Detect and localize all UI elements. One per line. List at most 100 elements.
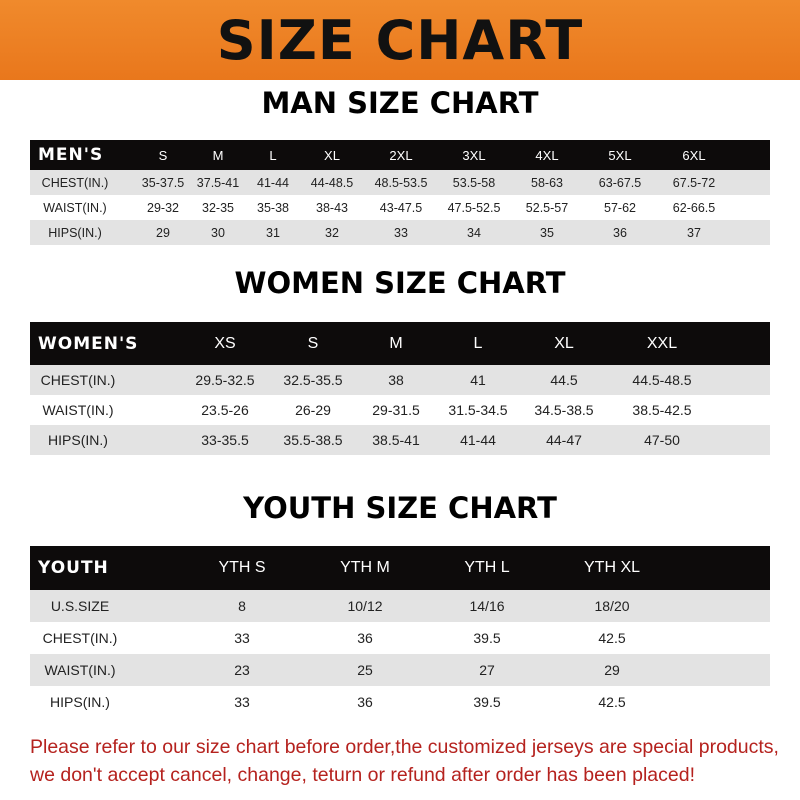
measurement-value: 41-44 xyxy=(460,432,496,448)
table-row: U.S.SIZE 8 10/12 14/16 18/20 xyxy=(30,590,770,622)
youth-subtitle: YOUTH SIZE CHART xyxy=(243,491,557,525)
size-header-cell: YTH S xyxy=(218,559,266,576)
measurement-value: 26-29 xyxy=(295,402,331,418)
measurement-value: 36 xyxy=(357,630,373,646)
measurement-value: 38.5-42.5 xyxy=(632,402,692,418)
size-header-cell: 5XL xyxy=(608,147,632,163)
size-header-cell: XXL xyxy=(646,334,678,352)
table-row: WAIST(IN.) 23 25 27 29 xyxy=(30,654,770,686)
measurement-label: HIPS(IN.) xyxy=(50,694,110,710)
measurement-value: 38.5-41 xyxy=(372,432,420,448)
measurement-value: 63-67.5 xyxy=(598,175,642,190)
measurement-value: 42.5 xyxy=(598,630,626,646)
measurement-value: 44.5-48.5 xyxy=(632,372,692,388)
measurement-value: 34 xyxy=(467,225,481,240)
men-subtitle: MAN SIZE CHART xyxy=(261,86,539,120)
measurement-label: CHEST(IN.) xyxy=(42,630,118,646)
measurement-label: WAIST(IN.) xyxy=(42,402,114,418)
measurement-value: 33 xyxy=(234,630,250,646)
measurement-value: 48.5-53.5 xyxy=(374,175,428,190)
measurement-value: 36 xyxy=(613,225,627,240)
measurement-value: 47.5-52.5 xyxy=(447,200,501,215)
size-header-cell: 2XL xyxy=(389,147,413,163)
measurement-value: 52.5-57 xyxy=(525,200,569,215)
measurement-value: 31.5-34.5 xyxy=(448,402,508,418)
measurement-value: 47-50 xyxy=(644,432,680,448)
measurement-value: 42.5 xyxy=(598,694,626,710)
measurement-label: U.S.SIZE xyxy=(50,598,110,614)
measurement-value: 67.5-72 xyxy=(672,175,716,190)
measurement-value: 32-35 xyxy=(202,200,234,215)
measurement-label: WAIST(IN.) xyxy=(44,662,116,678)
measurement-value: 8 xyxy=(238,598,246,614)
measurement-value: 62-66.5 xyxy=(672,200,716,215)
measurement-value: 35-38 xyxy=(257,200,289,215)
size-header-cell: M xyxy=(212,147,224,163)
measurement-value: 32.5-35.5 xyxy=(283,372,343,388)
table-title-cell: YOUTH xyxy=(38,558,109,578)
title-banner: SIZE CHART xyxy=(0,0,800,80)
measurement-value: 37 xyxy=(687,225,701,240)
size-header-cell: XL xyxy=(554,334,574,352)
measurement-label: CHEST(IN.) xyxy=(41,175,109,190)
measurement-value: 35 xyxy=(540,225,554,240)
measurement-value: 25 xyxy=(357,662,373,678)
measurement-value: 29 xyxy=(156,225,170,240)
measurement-value: 38 xyxy=(388,372,404,388)
measurement-value: 58-63 xyxy=(531,175,563,190)
measurement-value: 41 xyxy=(470,372,486,388)
measurement-value: 34.5-38.5 xyxy=(534,402,594,418)
measurement-value: 35-37.5 xyxy=(141,175,185,190)
measurement-value: 29-31.5 xyxy=(372,402,420,418)
measurement-value: 18/20 xyxy=(594,598,630,614)
measurement-value: 35.5-38.5 xyxy=(283,432,343,448)
page-title: SIZE CHART xyxy=(216,8,584,72)
measurement-value: 29.5-32.5 xyxy=(195,372,255,388)
size-header-cell: XL xyxy=(324,147,340,163)
measurement-value: 44.5 xyxy=(550,372,578,388)
measurement-label: WAIST(IN.) xyxy=(43,200,107,215)
size-header-cell: YTH L xyxy=(464,559,510,576)
table-header-row: WOMEN'S XS S M L XL XXL xyxy=(30,322,770,365)
table-row: WAIST(IN.) 23.5-26 26-29 29-31.5 31.5-34.5 34… xyxy=(30,395,770,425)
measurement-value: 33-35.5 xyxy=(201,432,249,448)
table-row: HIPS(IN.) 33-35.5 35.5-38.5 38.5-41 41-44 44-… xyxy=(30,425,770,455)
measurement-value: 27 xyxy=(479,662,495,678)
table-header-row: MEN'S S M L XL 2XL 3XL 4XL 5XL 6XL xyxy=(30,140,770,170)
table-row: CHEST(IN.) 29.5-32.5 32.5-35.5 38 41 44.5 44.5… xyxy=(30,365,770,395)
table-row: WAIST(IN.) 29-32 32-35 35-38 38-43 43-47.5 47.… xyxy=(30,195,770,220)
measurement-value: 31 xyxy=(266,225,280,240)
footer-line: we don't accept cancel, change, teturn o… xyxy=(30,764,695,786)
measurement-label: HIPS(IN.) xyxy=(48,225,102,240)
size-header-cell: L xyxy=(269,147,277,163)
size-header-cell: S xyxy=(307,334,319,352)
measurement-value: 44-47 xyxy=(546,432,582,448)
measurement-value: 36 xyxy=(357,694,373,710)
size-header-cell: L xyxy=(473,334,483,352)
measurement-value: 23.5-26 xyxy=(201,402,249,418)
measurement-value: 33 xyxy=(234,694,250,710)
measurement-value: 10/12 xyxy=(347,598,383,614)
measurement-value: 39.5 xyxy=(473,694,501,710)
measurement-value: 30 xyxy=(211,225,225,240)
measurement-value: 32 xyxy=(325,225,339,240)
table-title-cell: WOMEN'S xyxy=(38,333,139,354)
size-header-cell: XS xyxy=(214,334,236,352)
size-header-cell: YTH M xyxy=(340,559,390,576)
footer-line: Please refer to our size chart before or… xyxy=(30,736,779,758)
measurement-value: 53.5-58 xyxy=(452,175,496,190)
size-header-cell: YTH XL xyxy=(583,559,641,576)
table-row: HIPS(IN.) 33 36 39.5 42.5 xyxy=(30,686,770,718)
table-header-row: YOUTH YTH S YTH M YTH L YTH XL xyxy=(30,546,770,590)
table-title-cell: MEN'S xyxy=(38,145,104,165)
table-row: CHEST(IN.) 33 36 39.5 42.5 xyxy=(30,622,770,654)
measurement-value: 23 xyxy=(234,662,250,678)
size-header-cell: 6XL xyxy=(682,147,706,163)
measurement-value: 37.5-41 xyxy=(196,175,240,190)
measurement-value: 14/16 xyxy=(469,598,505,614)
measurement-label: HIPS(IN.) xyxy=(48,432,108,448)
size-header-cell: 4XL xyxy=(535,147,559,163)
size-header-cell: S xyxy=(158,147,168,163)
measurement-value: 43-47.5 xyxy=(379,200,423,215)
measurement-label: CHEST(IN.) xyxy=(40,372,116,388)
